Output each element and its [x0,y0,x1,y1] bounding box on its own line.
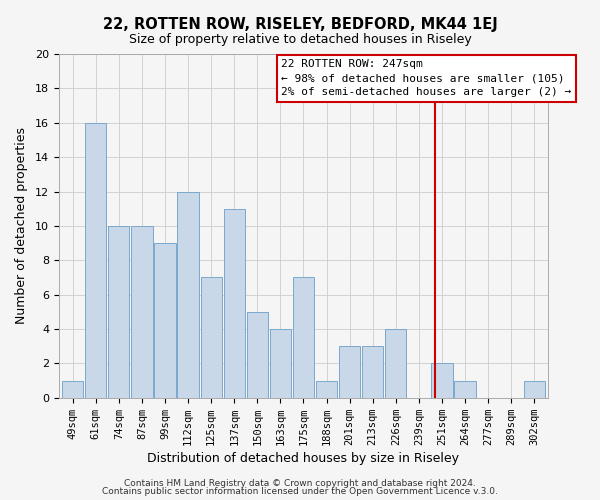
Bar [339,346,360,398]
Text: Contains public sector information licensed under the Open Government Licence v.: Contains public sector information licen… [102,487,498,496]
Bar [454,380,476,398]
Bar [431,364,452,398]
Bar [362,346,383,398]
Bar [178,192,199,398]
Bar [224,208,245,398]
Bar [131,226,152,398]
Bar [247,312,268,398]
Bar [154,243,176,398]
Y-axis label: Number of detached properties: Number of detached properties [15,128,28,324]
Bar [293,278,314,398]
Text: Size of property relative to detached houses in Riseley: Size of property relative to detached ho… [128,32,472,46]
Bar [524,380,545,398]
Bar [270,329,291,398]
Text: 22 ROTTEN ROW: 247sqm
← 98% of detached houses are smaller (105)
2% of semi-deta: 22 ROTTEN ROW: 247sqm ← 98% of detached … [281,59,572,97]
Text: Contains HM Land Registry data © Crown copyright and database right 2024.: Contains HM Land Registry data © Crown c… [124,479,476,488]
Bar [85,123,106,398]
Bar [385,329,406,398]
X-axis label: Distribution of detached houses by size in Riseley: Distribution of detached houses by size … [148,452,460,465]
Bar [108,226,130,398]
Bar [316,380,337,398]
Bar [62,380,83,398]
Bar [200,278,222,398]
Text: 22, ROTTEN ROW, RISELEY, BEDFORD, MK44 1EJ: 22, ROTTEN ROW, RISELEY, BEDFORD, MK44 1… [103,18,497,32]
